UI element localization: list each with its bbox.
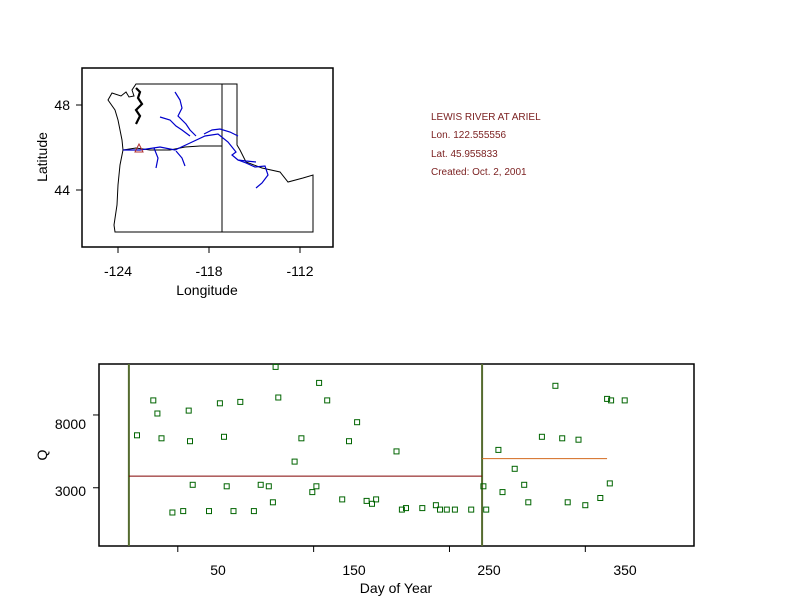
data-point-53 [575,436,582,443]
station-lon: Lon. 122.555556 [431,130,507,141]
state-outlines [107,83,314,233]
data-point-49 [538,433,545,440]
data-point-16 [257,481,264,488]
data-point-15 [250,508,257,515]
scatter-points [134,363,628,516]
state-border-wa-or [122,145,222,151]
data-point-32 [373,496,380,503]
scatter-xtick-50: 50 [210,562,226,578]
data-point-40 [451,506,458,513]
data-point-1 [150,397,157,404]
data-point-28 [346,438,352,445]
data-point-33 [393,448,400,455]
scatter-xtick-150: 150 [342,562,366,578]
station-created: Created: Oct. 2, 2001 [431,167,527,178]
data-point-23 [309,489,316,496]
data-point-30 [363,497,370,504]
data-point-6 [185,407,192,414]
data-point-58 [608,397,615,404]
river-snake [237,159,269,189]
data-point-51 [559,435,566,442]
scatter-xtick-250: 250 [477,562,501,578]
scatter-xlabel: Day of Year [360,580,433,596]
data-point-19 [272,363,279,370]
data-point-45 [499,489,506,496]
data-point-2 [154,410,161,417]
map-ticks [76,104,301,253]
data-point-37 [432,502,439,509]
map-xtick--112: -112 [287,263,314,279]
data-point-3 [158,435,165,442]
data-point-8 [189,481,196,488]
scatter-xtick-350: 350 [613,562,637,578]
scatter-frame [98,363,695,547]
data-point-42 [480,483,487,490]
data-point-39 [443,506,450,513]
data-point-46 [511,465,518,472]
map-xtick--118: -118 [196,263,223,279]
data-point-24 [313,483,320,490]
data-point-7 [187,438,193,445]
river-upper [159,91,239,137]
puget-sound [134,87,144,125]
data-point-55 [597,495,604,501]
data-point-34 [398,506,405,513]
data-point-25 [316,379,323,386]
station-marker [134,142,144,153]
data-point-35 [403,505,409,512]
data-point-43 [483,506,490,513]
map-ytick-44: 44 [54,182,70,198]
data-point-54 [582,502,589,509]
data-point-48 [525,499,532,506]
river-columbia [123,133,257,163]
data-point-57 [606,480,613,487]
scatter-ytick-8000: 8000 [55,416,86,432]
data-point-10 [216,400,223,407]
data-point-4 [169,509,176,516]
data-point-36 [419,505,426,512]
data-point-56 [604,395,611,402]
data-point-11 [221,433,227,440]
station-lat: Lat. 45.955833 [431,149,498,160]
map-ylabel: Latitude [34,132,50,182]
data-point-26 [324,397,331,404]
map-xlabel: Longitude [176,282,238,298]
data-point-12 [223,483,230,490]
season-lines [127,364,608,546]
data-point-38 [437,506,443,513]
data-point-47 [521,481,528,488]
data-point-13 [230,508,237,515]
data-point-21 [291,458,298,465]
scatter-ticks [93,414,586,552]
scatter-ylabel: Q [34,449,50,460]
data-point-22 [298,435,305,442]
data-point-41 [468,506,475,513]
data-point-17 [265,483,272,490]
data-point-29 [354,419,361,426]
data-point-59 [621,397,628,404]
station-name: LEWIS RIVER AT ARIEL [431,112,541,123]
map-ytick-48: 48 [54,97,70,113]
map-frame [81,67,334,248]
data-point-27 [339,496,346,503]
scatter-panel: 8000 3000 50 150 250 350 Day of Year Q [34,363,695,596]
river-willamette [153,147,186,169]
scatter-ytick-3000: 3000 [55,483,86,499]
map-xtick--124: -124 [104,263,132,279]
data-point-44 [495,446,502,453]
data-point-18 [269,499,276,506]
data-point-9 [206,508,212,515]
data-point-14 [237,398,244,405]
data-point-20 [275,394,282,401]
data-point-31 [369,500,375,507]
data-point-0 [134,432,140,439]
data-point-5 [180,508,187,515]
data-point-50 [552,382,559,389]
map-panel: 48 44 -124 -118 -112 Longitude Latitude [34,67,334,298]
data-point-52 [564,499,571,506]
